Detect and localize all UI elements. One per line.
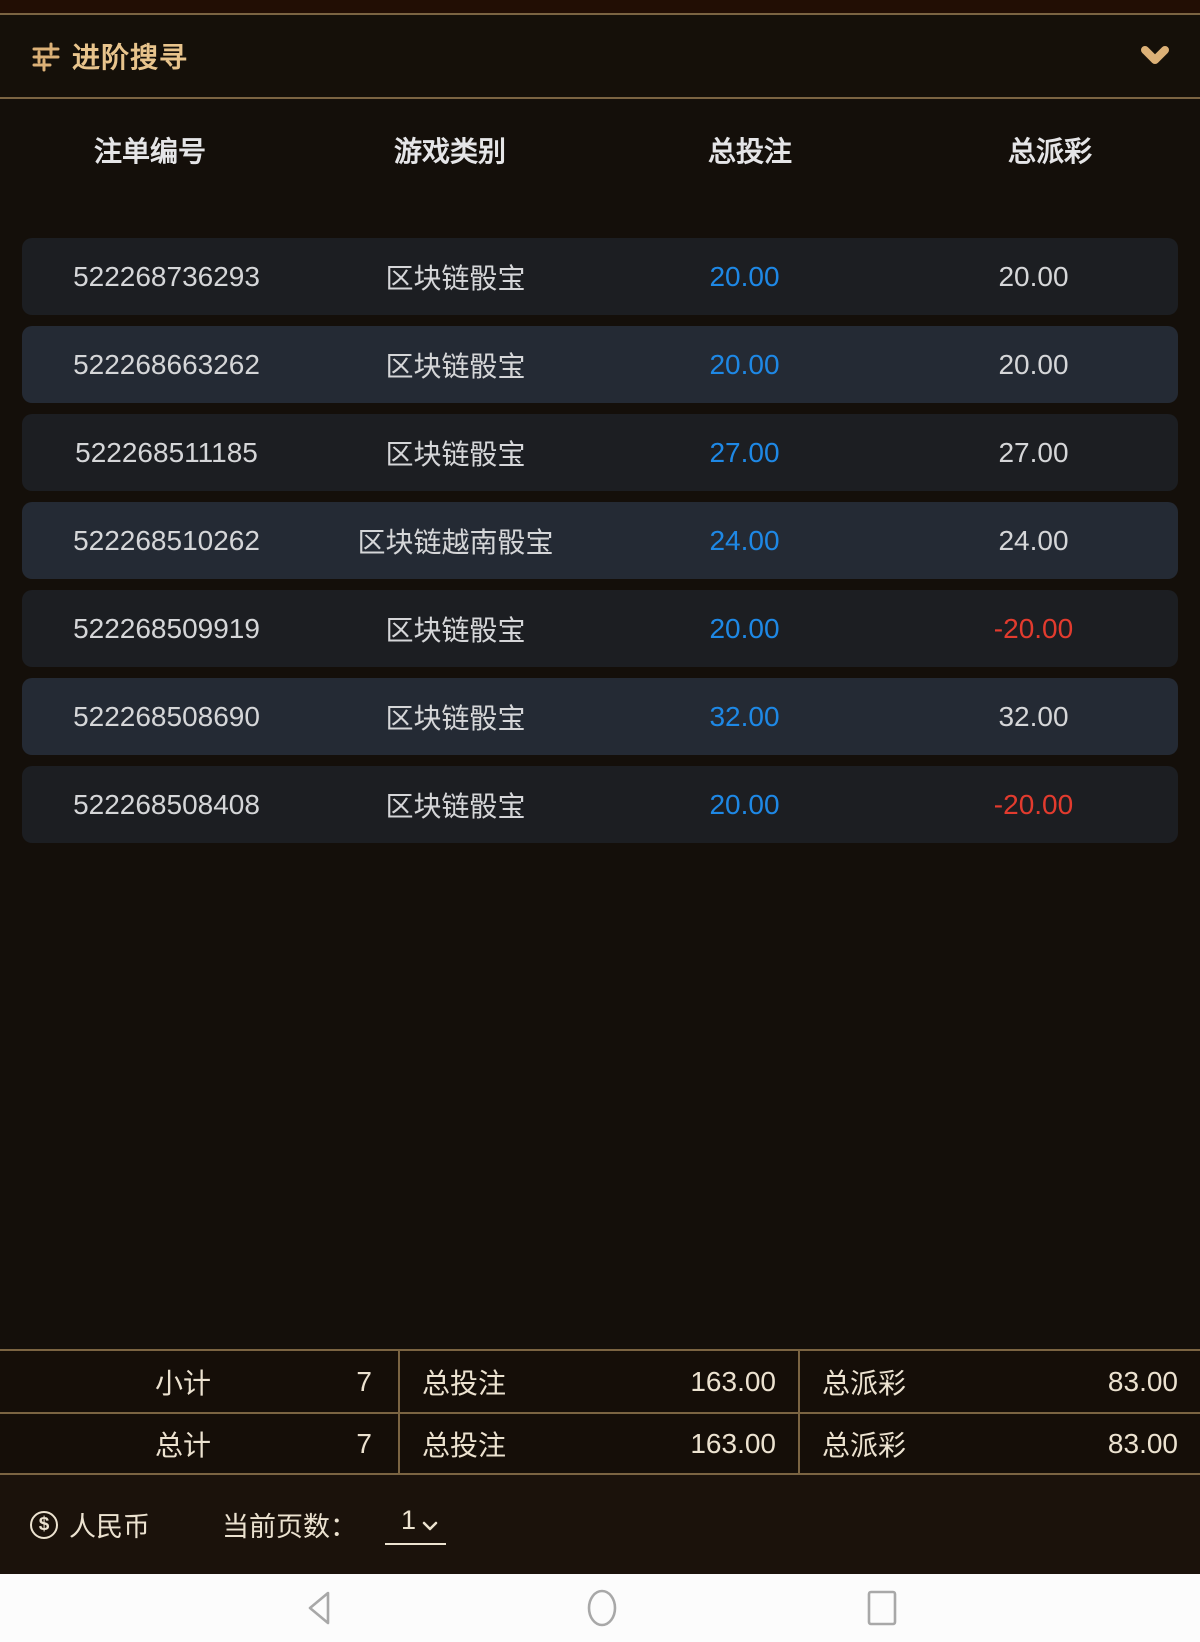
footer-bar: $ 人民币 当前页数： 1: [0, 1475, 1200, 1574]
table-row[interactable]: 522268510262 区块链越南骰宝 24.00 24.00: [22, 502, 1178, 579]
table-row[interactable]: 522268736293 区块链骰宝 20.00 20.00: [22, 238, 1178, 315]
nav-back-icon[interactable]: [302, 1588, 338, 1628]
total-bet-label: 总投注: [422, 1429, 507, 1461]
table-row[interactable]: 522268663262 区块链骰宝 20.00 20.00: [22, 326, 1178, 403]
chevron-down-small-icon: [422, 1520, 438, 1536]
bet-value: 20.00: [709, 788, 780, 820]
bet-value: 24.00: [709, 524, 780, 556]
game-type: 区块链骰宝: [385, 790, 526, 822]
page-select-value: 1: [401, 1504, 417, 1535]
advanced-search-bar[interactable]: 进阶搜寻: [0, 15, 1200, 99]
nav-recents-icon[interactable]: [864, 1588, 900, 1628]
table-row[interactable]: 522268509919 区块链骰宝 20.00 -20.00: [22, 590, 1178, 667]
payout-value: 32.00: [998, 700, 1069, 732]
advanced-search-title: 进阶搜寻: [72, 42, 189, 73]
summary-table: 小计 7 总投注 163.00 总派彩 83.00 总计 7 总投注 163.0…: [0, 1349, 1200, 1475]
bet-id: 522268509919: [73, 612, 260, 644]
bet-value: 20.00: [709, 612, 780, 644]
total-count: 7: [356, 1427, 372, 1459]
tune-filter-icon: [30, 40, 62, 72]
payout-value: 20.00: [998, 260, 1069, 292]
subtotal-bet-label: 总投注: [422, 1367, 507, 1399]
bet-id: 522268508408: [73, 788, 260, 820]
payout-value: 20.00: [998, 348, 1069, 380]
payout-value: -20.00: [993, 788, 1074, 820]
game-type: 区块链骰宝: [385, 438, 526, 470]
status-strip: [0, 0, 1200, 15]
game-type: 区块链越南骰宝: [357, 526, 554, 558]
payout-value: 24.00: [998, 524, 1069, 556]
total-label: 总计: [155, 1429, 212, 1461]
table-row[interactable]: 522268511185 区块链骰宝 27.00 27.00: [22, 414, 1178, 491]
game-type: 区块链骰宝: [385, 262, 526, 294]
bet-value: 20.00: [709, 348, 780, 380]
subtotal-bet-value: 163.00: [690, 1365, 776, 1397]
page-select-dropdown[interactable]: 1: [385, 1504, 447, 1545]
subtotal-row: 小计 7 总投注 163.00 总派彩 83.00: [0, 1351, 1200, 1412]
bet-id: 522268511185: [75, 436, 258, 468]
table-row[interactable]: 522268508690 区块链骰宝 32.00 32.00: [22, 678, 1178, 755]
payout-value: -20.00: [993, 612, 1074, 644]
bet-value: 32.00: [709, 700, 780, 732]
total-payout-value: 83.00: [1107, 1427, 1178, 1459]
bet-history-section: 注单编号 游戏类别 总投注 总派彩 522268736293 区块链骰宝 20.…: [0, 99, 1200, 1349]
android-nav-bar: [0, 1574, 1200, 1642]
total-payout-label: 总派彩: [822, 1429, 907, 1461]
header-game-type: 游戏类别: [393, 136, 506, 167]
table-header-row: 注单编号 游戏类别 总投注 总派彩: [0, 99, 1200, 201]
table-body: 522268736293 区块链骰宝 20.00 20.00 522268663…: [22, 238, 1178, 854]
bet-id: 522268736293: [73, 260, 260, 292]
subtotal-payout-label: 总派彩: [822, 1367, 907, 1399]
total-bet-value: 163.00: [690, 1427, 776, 1459]
dollar-circle-icon: $: [30, 1510, 58, 1539]
table-row[interactable]: 522268508408 区块链骰宝 20.00 -20.00: [22, 766, 1178, 843]
bet-value: 27.00: [709, 436, 780, 468]
current-page-label: 当前页数：: [222, 1512, 357, 1542]
game-type: 区块链骰宝: [385, 614, 526, 646]
header-total-payout: 总派彩: [1007, 136, 1092, 167]
payout-value: 27.00: [998, 436, 1069, 468]
subtotal-payout-value: 83.00: [1107, 1365, 1178, 1397]
game-type: 区块链骰宝: [385, 350, 526, 382]
header-bet-id: 注单编号: [93, 136, 206, 167]
bet-id: 522268663262: [73, 348, 260, 380]
bet-value: 20.00: [709, 260, 780, 292]
chevron-down-icon[interactable]: [1140, 44, 1170, 68]
nav-home-icon[interactable]: [584, 1588, 620, 1628]
subtotal-count: 7: [356, 1365, 372, 1397]
currency-label: 人民币: [69, 1512, 150, 1542]
subtotal-label: 小计: [155, 1367, 212, 1399]
total-row: 总计 7 总投注 163.00 总派彩 83.00: [0, 1412, 1200, 1473]
header-total-bet: 总投注: [707, 136, 792, 167]
bet-id: 522268508690: [73, 700, 260, 732]
game-type: 区块链骰宝: [385, 702, 526, 734]
bet-id: 522268510262: [73, 524, 260, 556]
